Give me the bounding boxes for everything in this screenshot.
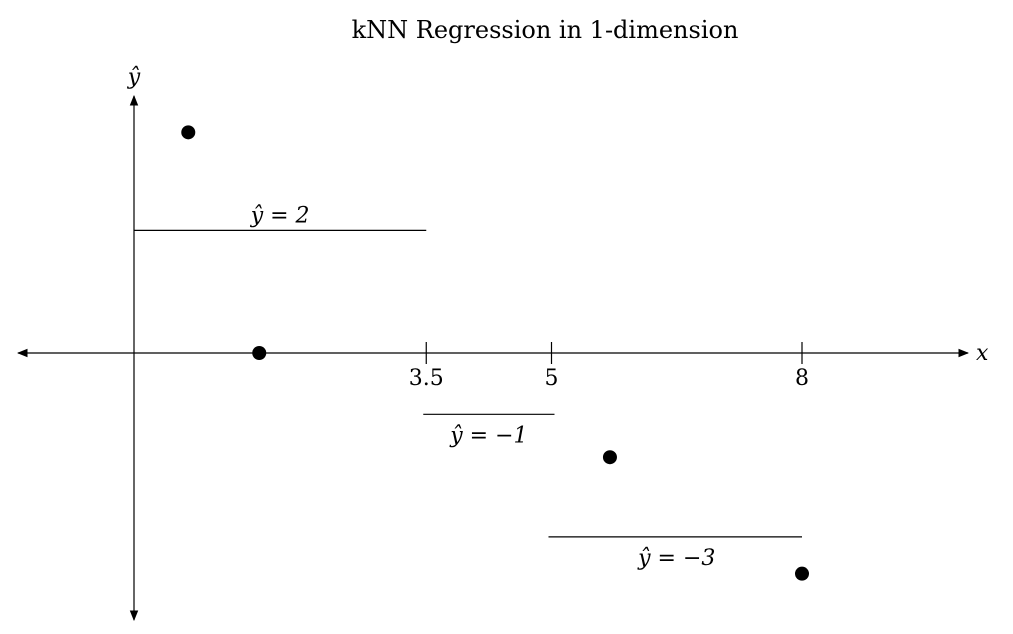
y-axis-label: ŷ: [127, 65, 141, 90]
data-point-1: [252, 346, 267, 360]
prediction-segments: ŷ = 2 ŷ = −1 ŷ = −3: [134, 203, 802, 571]
x-ticks: 3.5 5 8: [409, 342, 809, 391]
diagram-title: kNN Regression in 1-dimension: [352, 16, 739, 44]
segment-label-0: ŷ = 2: [250, 203, 310, 228]
data-point-3: [795, 566, 809, 581]
x-tick-label-1: 5: [545, 366, 559, 391]
segment-label-1: ŷ = −1: [449, 423, 527, 448]
x-tick-label-0: 3.5: [409, 366, 444, 391]
data-point-0: [181, 125, 196, 140]
x-axis-label: x: [976, 341, 989, 366]
segment-label-2: ŷ = −3: [637, 546, 715, 571]
x-tick-label-2: 8: [795, 366, 809, 391]
data-point-2: [602, 450, 617, 465]
data-points: [181, 125, 809, 581]
